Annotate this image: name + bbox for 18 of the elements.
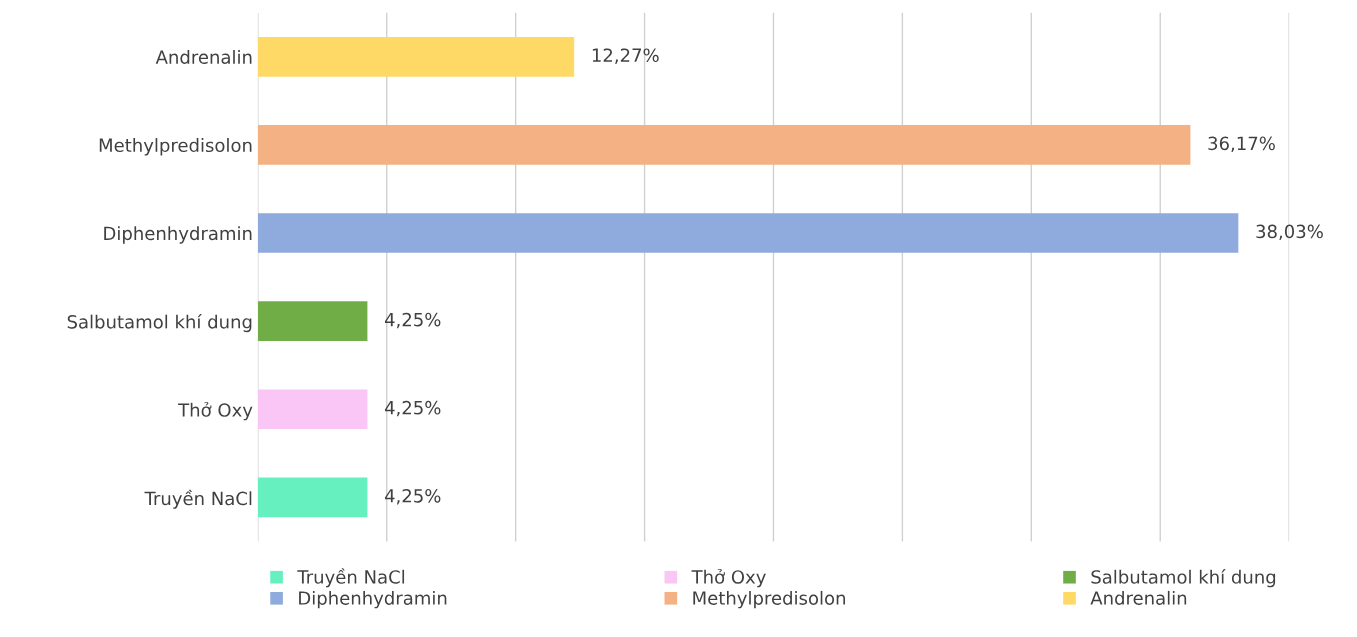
data-label: 4,25% bbox=[384, 488, 441, 505]
legend-label: Diphenhydramin bbox=[299, 590, 447, 609]
data-label: 38,03% bbox=[1256, 224, 1323, 241]
y-tick-label: Diphenhydramin bbox=[104, 226, 252, 244]
legend-label: Methylpredisolon bbox=[693, 590, 845, 609]
data-label: 36,17% bbox=[1208, 136, 1275, 152]
data-label: 4,25% bbox=[384, 400, 441, 417]
y-tick-label: Salbutamol khí dung bbox=[67, 313, 252, 333]
data-label: 4,25% bbox=[384, 312, 441, 329]
legend-label: Truyền NaCl bbox=[297, 568, 405, 588]
data-label: 12,27% bbox=[592, 48, 659, 64]
y-tick-label: Andrenalin bbox=[155, 49, 252, 64]
legend-label: Thở Oxy bbox=[691, 568, 766, 588]
y-tick-label: Thở Oxy bbox=[178, 401, 253, 421]
legend-label: Salbutamol khí dung bbox=[1091, 569, 1276, 588]
y-tick-label: Methylpredisolon bbox=[99, 138, 252, 156]
y-tick-label: Truyền NaCl bbox=[144, 489, 252, 509]
legend-label: Andrenalin bbox=[1090, 590, 1187, 605]
